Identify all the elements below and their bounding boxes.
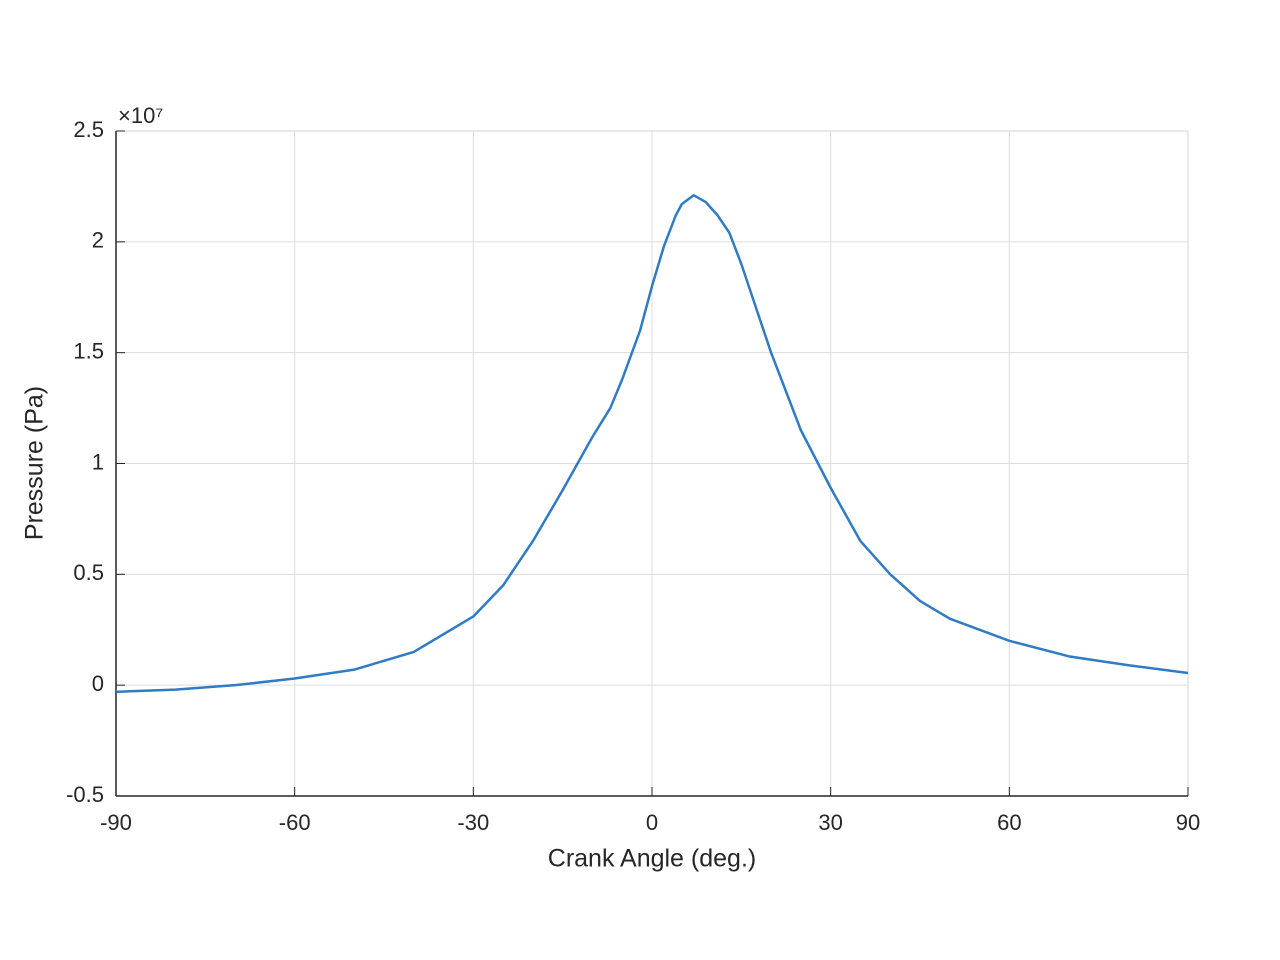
data-line	[115, 194, 1189, 694]
x-tick-label: 90	[1176, 810, 1200, 835]
x-tick-label: -30	[457, 810, 489, 835]
x-tick-label: -90	[100, 810, 132, 835]
x-tick-label: 30	[818, 810, 842, 835]
x-tick-label: 60	[997, 810, 1021, 835]
y-tick-label: 1.5	[73, 338, 104, 363]
y-tick-label: 0.5	[73, 560, 104, 585]
y-tick-label: -0.5	[66, 782, 104, 807]
y-multiplier: ×10⁷	[118, 103, 163, 128]
x-tick-label: -60	[279, 810, 311, 835]
y-tick-label: 0	[92, 671, 104, 696]
y-tick-label: 1	[92, 449, 104, 474]
y-tick-label: 2	[92, 228, 104, 253]
x-axis-label: Crank Angle (deg.)	[548, 845, 756, 873]
y-tick-label: 2.5	[73, 117, 104, 142]
x-tick-label: 0	[646, 810, 658, 835]
y-axis-label: Pressure (Pa)	[21, 386, 49, 540]
